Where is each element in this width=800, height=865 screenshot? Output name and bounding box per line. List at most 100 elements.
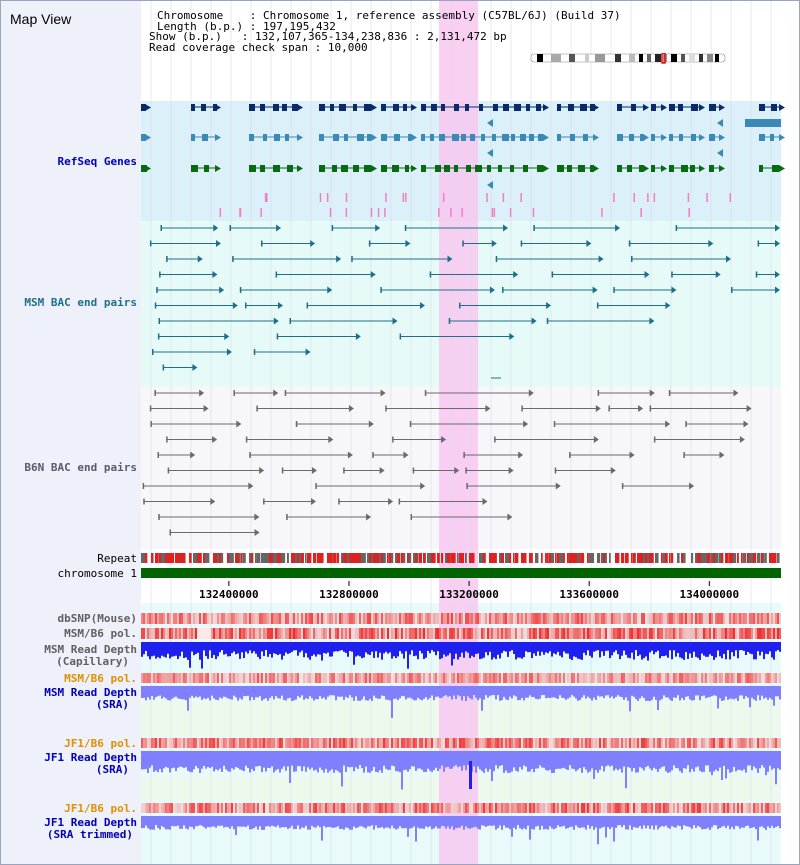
dbsnp-heat-cell — [473, 613, 475, 624]
pol-heat-cell — [485, 738, 487, 748]
track-label-msm-bac[interactable]: MSM BAC end pairs — [24, 296, 137, 309]
jf1-depth-sra-bar — [753, 751, 755, 767]
jf1-depth-trim-bar — [383, 816, 385, 829]
msm-depth-sra-bar — [265, 686, 267, 699]
b6n-bac-end — [494, 436, 496, 443]
pol-heat-cell — [593, 803, 595, 813]
dbsnp-heat-cell — [237, 613, 239, 624]
pol-heat-cell — [569, 803, 571, 813]
pol-heat-cell — [309, 803, 311, 813]
track-label-refseq[interactable]: RefSeq Genes — [57, 155, 137, 168]
b6n-bac-end — [554, 467, 557, 474]
track-label-jf1-b6-pol-2[interactable]: JF1/B6 pol. — [64, 802, 137, 815]
pol-heat-cell — [733, 673, 735, 683]
track-label-repeat[interactable]: Repeat — [97, 552, 137, 565]
msm-depth-cap-bar — [569, 642, 571, 659]
msm-depth-sra-bar — [511, 686, 513, 699]
jf1-depth-sra-bar — [641, 751, 643, 769]
jf1-depth-trim-bar — [557, 816, 559, 826]
pol-heat-cell — [609, 738, 611, 748]
jf1-depth-trim-bar — [263, 816, 265, 830]
dbsnp-heat-cell — [583, 613, 585, 624]
pol-heat-cell — [533, 673, 535, 683]
msm-depth-cap-bar — [245, 642, 247, 652]
dbsnp-heat-cell — [685, 613, 687, 624]
b6n-bac-end — [254, 513, 260, 521]
jf1-depth-trim-bar — [393, 816, 395, 829]
jf1-depth-trim-bar — [687, 816, 689, 827]
pol-heat-cell — [579, 673, 581, 683]
track-label-msm-depth-sra[interactable]: MSM Read Depth (SRA) — [44, 686, 137, 711]
pol-heat-cell — [469, 803, 471, 813]
repeat-element — [749, 553, 752, 563]
b6n-bac-end — [254, 529, 260, 536]
jf1-depth-trim-bar — [381, 816, 383, 828]
info-value: Chromosome 1, reference assembly (C57BL/… — [262, 9, 621, 22]
dbsnp-heat-cell — [149, 613, 151, 624]
msm-depth-sra-bar — [767, 686, 769, 700]
pol-heat-cell — [695, 803, 697, 813]
b6n-bac-end — [248, 482, 254, 490]
jf1-depth-sra-bar — [163, 751, 165, 769]
b6n-bac-end — [685, 421, 687, 427]
dbsnp-heat-cell — [289, 613, 291, 624]
track-label-jf1-b6-pol[interactable]: JF1/B6 pol. — [64, 737, 137, 750]
pol-heat-cell — [159, 738, 161, 748]
dbsnp-heat-cell — [241, 613, 243, 624]
jf1-depth-trim-bar — [363, 816, 365, 828]
gene-exon — [567, 165, 572, 172]
pol-heat-cell — [515, 738, 517, 748]
track-label-msm-b6-pol[interactable]: MSM/B6 pol. — [64, 627, 137, 640]
track-label-jf1-depth-trim[interactable]: JF1 Read Depth (SRA trimmed) — [44, 816, 137, 841]
msm-depth-cap-bar — [491, 642, 493, 660]
b6n-bac-end — [379, 467, 385, 474]
track-label-msm-depth-cap[interactable]: MSM Read Depth (Capillary) — [44, 643, 137, 668]
repeat-element — [507, 553, 511, 563]
b6n-bac-end — [166, 436, 168, 443]
pol-heat-cell — [235, 628, 237, 639]
repeat-element — [257, 553, 261, 563]
jf1-depth-sra-bar — [633, 751, 635, 769]
dbsnp-heat-cell — [333, 613, 335, 624]
msm-depth-cap-bar — [381, 642, 383, 660]
msm-depth-sra-bar — [697, 686, 699, 696]
pol-heat-cell — [401, 803, 403, 813]
jf1-depth-trim-bar — [417, 816, 419, 828]
pol-heat-cell — [279, 738, 281, 748]
b6n-bac-end — [629, 451, 635, 459]
jf1-depth-sra-bar — [349, 751, 351, 768]
track-label-chrom[interactable]: chromosome 1 — [57, 567, 137, 580]
jf1-depth-sra-bar — [469, 761, 472, 789]
pol-heat-cell — [529, 738, 531, 748]
repeat-element — [251, 553, 254, 563]
msm-depth-sra-bar — [617, 686, 619, 696]
jf1-depth-sra-bar — [501, 751, 503, 766]
pol-heat-cell — [481, 738, 483, 748]
gene-arrow — [297, 104, 303, 111]
chromosome-ideogram[interactable] — [529, 53, 729, 65]
track-label-msm-b6-pol-2[interactable]: MSM/B6 pol. — [64, 672, 137, 685]
msm-depth-sra-bar — [569, 686, 571, 698]
msm-depth-cap-bar — [495, 642, 497, 660]
b6n-bac-end — [199, 389, 205, 397]
jf1-depth-sra-bar — [535, 751, 537, 769]
pol-heat-cell — [273, 803, 275, 813]
gene-exon — [454, 165, 458, 172]
repeat-element — [165, 553, 169, 563]
jf1-depth-trim-bar — [355, 816, 357, 829]
dbsnp-heat-cell — [147, 613, 149, 624]
track-label-dbsnp[interactable]: dbSNP(Mouse) — [57, 612, 137, 625]
track-label-jf1-depth-sra[interactable]: JF1 Read Depth (SRA) — [44, 751, 137, 776]
jf1-depth-sra-bar — [621, 751, 623, 773]
track-label-b6n-bac[interactable]: B6N BAC end pairs — [24, 461, 137, 474]
pol-heat-cell — [325, 673, 327, 683]
pol-heat-cell — [421, 673, 423, 683]
pol-heat-cell — [535, 738, 537, 748]
pol-heat-cell — [643, 738, 645, 748]
dbsnp-heat-cell — [221, 613, 223, 624]
jf1-depth-trim-bar — [727, 816, 729, 826]
msm-depth-cap-bar — [679, 642, 681, 658]
jf1-depth-sra-bar — [577, 751, 579, 770]
repeat-element — [215, 553, 218, 563]
